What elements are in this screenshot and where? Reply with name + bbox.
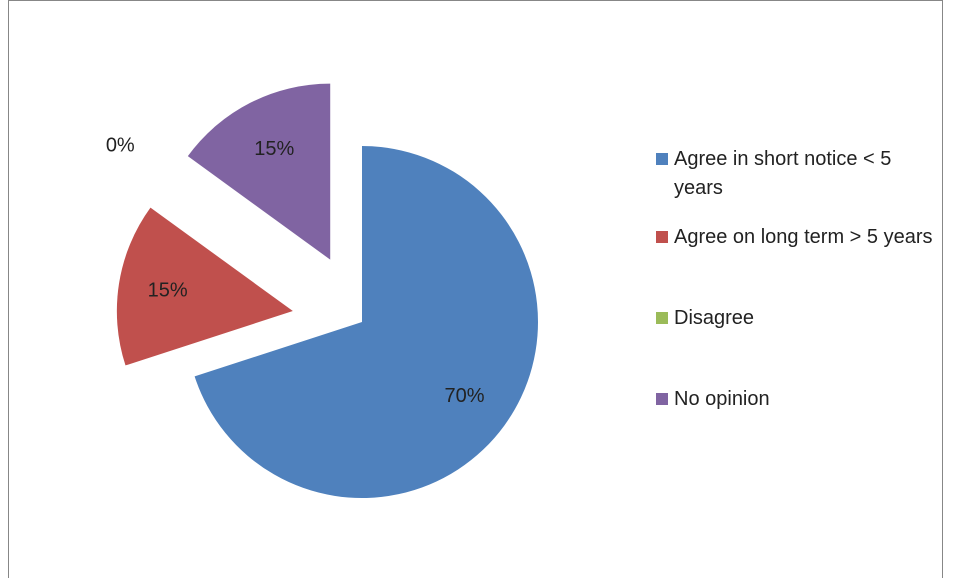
legend-swatch-disagree xyxy=(656,312,668,324)
slice-agree-long xyxy=(116,207,293,366)
data-label-disagree: 0% xyxy=(106,135,135,157)
legend-item-no-opinion: No opinion xyxy=(656,385,944,414)
legend-swatch-no-opinion xyxy=(656,393,668,405)
legend-swatch-agree-short xyxy=(656,153,668,165)
data-label-agree-short: 70% xyxy=(445,385,485,407)
chart-frame xyxy=(8,0,943,578)
legend-label-agree-long: Agree on long term > 5 years xyxy=(674,226,933,248)
legend-item-agree-short: Agree in short notice < 5 years xyxy=(656,145,944,203)
legend-swatch-agree-long xyxy=(656,231,668,243)
legend-item-agree-long: Agree on long term > 5 years xyxy=(656,223,944,252)
slice-no-opinion xyxy=(187,83,331,260)
data-label-no-opinion: 15% xyxy=(254,138,294,160)
pie-labels: 70% 15% 0% 15% xyxy=(106,135,485,407)
legend-label-agree-short: Agree in short notice < 5 years xyxy=(674,148,892,199)
data-label-agree-long: 15% xyxy=(148,280,188,302)
legend-label-disagree: Disagree xyxy=(674,307,755,329)
legend-label-no-opinion: No opinion xyxy=(674,388,770,410)
legend-item-disagree: Disagree xyxy=(656,304,944,333)
pie-slices xyxy=(116,83,538,498)
slice-agree-short xyxy=(194,146,538,498)
